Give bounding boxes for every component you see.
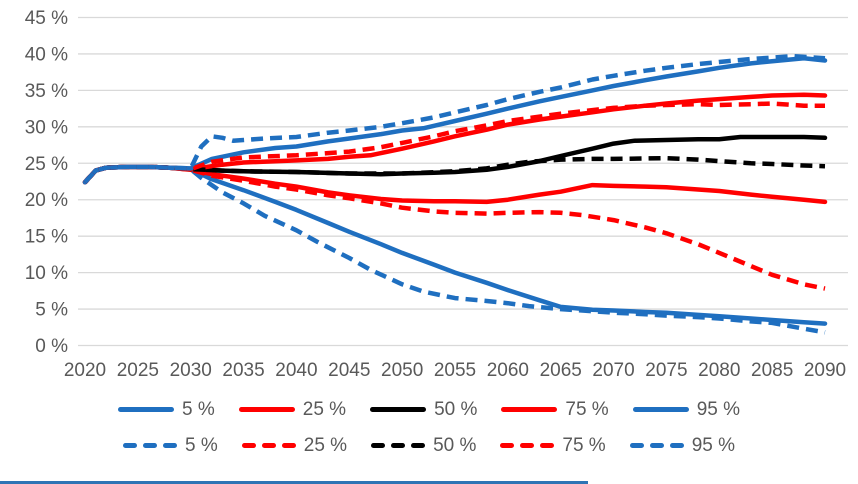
legend-dash-segment [241,443,256,448]
legend-dashed-swatch [371,443,426,448]
x-axis-labels: 2020 2025 2030 2035 2040 2045 2050 2055 2060 2065… [64,360,846,381]
legend-item-dashed-25%: 25 % [241,435,348,456]
legend-dash-segment [540,443,555,448]
legend-dash-segment [500,443,515,448]
legend-dash-segment [261,443,276,448]
legend-line-swatch [118,407,174,412]
y-tick-label: 0 % [35,336,68,357]
legend-item-solid-50%: 50 % [370,400,477,419]
legend-label: 25 % [303,435,348,456]
legend-dashed-swatch [629,443,684,448]
legend-label: 50 % [433,435,477,456]
y-tick-label: 45 % [25,8,68,29]
x-tick-label: 2040 [275,360,317,381]
x-tick-label: 2025 [117,360,159,381]
x-tick-label: 2065 [540,360,582,381]
x-tick-label: 2030 [170,360,212,381]
legend-line-swatch [501,407,558,412]
y-tick-label: 35 % [25,81,68,102]
legend-dash-segment [649,443,664,448]
legend-dash-segment [411,443,426,448]
chart-legend: 5 % 25 % 50 % 75 % 95 % 5 % 25 % 50 % 75 % 95 % [0,400,858,455]
legend-item-dashed-75%: 75 % [500,435,606,456]
x-tick-label: 2070 [592,360,634,381]
series-line-dashed-50 [83,155,826,184]
legend-item-solid-95%: 95 % [632,399,740,420]
legend-dash-segment [123,443,137,448]
legend-label: 95 % [696,399,740,420]
y-tick-label: 15 % [25,227,68,248]
legend-label: 5 % [185,435,218,456]
legend-dashed-swatch [123,443,177,448]
x-tick-label: 2075 [645,360,687,381]
legend-line-swatch [632,407,689,412]
legend-label: 75 % [562,435,606,456]
series-lines [82,53,828,335]
legend-label: 5 % [182,399,215,420]
legend-dash-segment [143,443,157,448]
x-tick-label: 2080 [698,360,740,381]
legend-dash-segment [371,443,386,448]
x-tick-label: 2035 [222,360,264,381]
legend-item-dashed-50%: 50 % [371,436,476,455]
y-tick-label: 30 % [25,117,68,138]
legend-item-solid-5%: 5 % [118,400,215,419]
legend-label: 75 % [565,399,609,420]
legend-item-dashed-95%: 95 % [629,435,735,456]
legend-dash-segment [281,443,296,448]
legend-row-solid: 5 % 25 % 50 % 75 % 95 % [118,400,740,419]
series-line-solid-95 [82,56,828,185]
series-line-dashed-5 [83,164,826,335]
x-tick-label: 2090 [804,360,846,381]
legend-line-swatch [370,407,427,412]
legend-dashed-swatch [500,443,555,448]
y-axis-labels: 45 % 40 % 35 % 30 % 25 % 20 % 15 % 10 % 5 % 0 % [25,8,68,357]
legend-label: 95 % [691,435,735,456]
y-tick-label: 20 % [25,190,68,211]
x-tick-label: 2050 [381,360,423,381]
legend-dash-segment [669,443,684,448]
y-tick-label: 10 % [25,263,68,284]
legend-dash-segment [520,443,535,448]
legend-line-swatch [238,407,295,412]
legend-item-dashed-5%: 5 % [123,436,218,455]
line-chart-plot: 45 % 40 % 35 % 30 % 25 % 20 % 15 % 10 % 5 % 0 % 20… [25,8,848,381]
legend-dashed-swatch [241,443,296,448]
legend-dash-segment [163,443,177,448]
y-tick-label: 5 % [35,300,68,321]
legend-label: 50 % [434,399,478,420]
x-tick-label: 2045 [328,360,370,381]
legend-item-solid-25%: 25 % [238,399,347,420]
y-tick-label: 40 % [25,44,68,65]
x-tick-label: 2055 [434,360,476,381]
legend-label: 25 % [302,399,347,420]
x-tick-label: 2085 [751,360,793,381]
x-tick-label: 2020 [64,360,106,381]
series-line-dashed-95 [83,53,826,184]
legend-item-solid-75%: 75 % [501,399,609,420]
legend-dash-segment [629,443,644,448]
legend-row-dashed: 5 % 25 % 50 % 75 % 95 % [123,436,735,455]
x-tick-label: 2060 [487,360,529,381]
y-tick-label: 25 % [25,154,68,175]
legend-dash-segment [391,443,406,448]
bottom-accent-line [0,481,588,484]
